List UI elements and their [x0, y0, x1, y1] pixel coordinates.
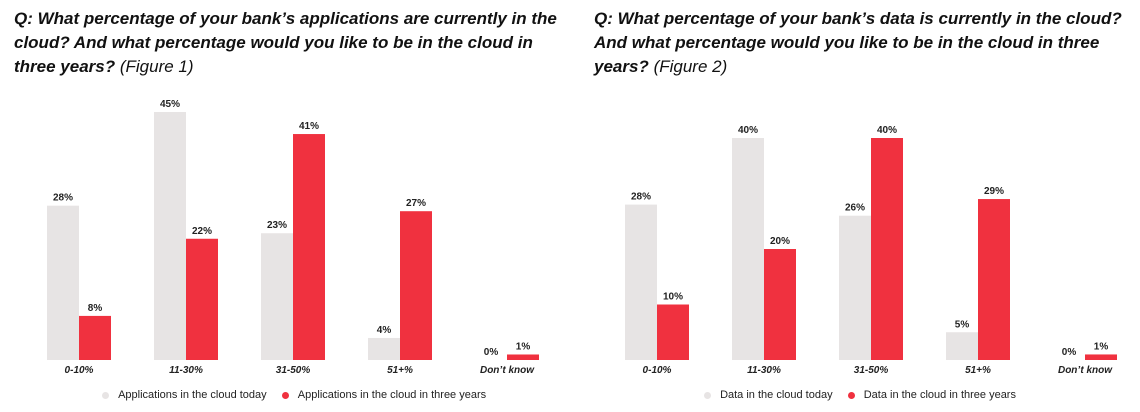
category-label: 31-50%	[276, 365, 311, 376]
figure-1-question-text: Q: What percentage of your bank’s applic…	[14, 9, 557, 76]
data-label-today: 23%	[267, 220, 287, 231]
data-label-three-years: 1%	[1094, 341, 1109, 352]
data-label-today: 26%	[845, 203, 865, 214]
legend-label-three-years: Data in the cloud in three years	[863, 389, 1016, 402]
bar-three-years	[871, 138, 903, 360]
bar-today	[47, 205, 79, 360]
bar-today	[368, 337, 400, 360]
bar-three-years	[400, 211, 432, 360]
legend-swatch-today	[704, 391, 711, 399]
figure-2-bar-chart: 28% 10% 0-10% 40% 20% 11-30% 26% 40% 31-50% 5% 29%…	[625, 125, 1117, 376]
data-label-three-years: 10%	[663, 292, 683, 303]
category-label: 0-10%	[65, 365, 94, 376]
figure-2-legend: Data in the cloud today Data in the clou…	[704, 389, 1028, 401]
category-label: 31-50%	[854, 365, 889, 376]
data-label-today: 28%	[631, 192, 651, 203]
data-label-three-years: 41%	[299, 121, 319, 132]
bar-three-years	[507, 354, 539, 360]
category-label: 51+%	[965, 365, 991, 376]
category-label: 51+%	[387, 365, 413, 376]
legend-swatch-three-years	[847, 391, 855, 399]
data-label-three-years: 22%	[192, 226, 212, 237]
figure-1-question: Q: What percentage of your bank’s applic…	[14, 7, 574, 79]
legend-item-three-years: Data in the cloud in three years	[847, 389, 1016, 402]
legend-label-today: Data in the cloud today	[720, 389, 833, 402]
data-label-three-years: 27%	[406, 198, 426, 209]
figure-2-question-text: Q: What percentage of your bank’s data i…	[594, 9, 1122, 76]
bar-three-years	[293, 134, 325, 360]
figure-2-question: Q: What percentage of your bank’s data i…	[594, 7, 1140, 79]
data-label-today: 4%	[377, 325, 392, 336]
legend-swatch-three-years	[281, 391, 289, 399]
bar-three-years	[764, 249, 796, 360]
bar-today	[839, 215, 871, 360]
bar-three-years	[657, 304, 689, 360]
legend-item-today: Applications in the cloud today	[102, 389, 267, 401]
category-label: Don’t know	[480, 365, 535, 376]
category-label: 11-30%	[747, 365, 781, 376]
bar-today	[946, 332, 978, 360]
bar-today	[732, 138, 764, 360]
figure-1-bar-chart: 28% 8% 0-10% 45% 22% 11-30% 23% 41% 31-50% 4% 27% 5…	[47, 99, 539, 376]
figure-1-caption: (Figure 1)	[119, 57, 194, 76]
data-label-three-years: 20%	[770, 236, 790, 247]
category-label: Don’t know	[1058, 365, 1113, 376]
figure-2-caption: (Figure 2)	[653, 57, 728, 76]
legend-swatch-today	[102, 391, 109, 399]
bar-today	[261, 233, 293, 360]
data-label-three-years: 1%	[516, 341, 531, 352]
data-label-today: 0%	[484, 347, 499, 358]
figure-2-panel: Q: What percentage of your bank’s data i…	[594, 0, 1134, 412]
bar-three-years	[978, 199, 1010, 360]
data-label-three-years: 29%	[984, 186, 1004, 197]
data-label-today: 28%	[53, 193, 73, 204]
data-label-today: 0%	[1062, 347, 1077, 358]
figure-1-panel: Q: What percentage of your bank’s applic…	[14, 0, 574, 412]
legend-label-three-years: Applications in the cloud in three years	[297, 389, 487, 402]
bar-three-years	[186, 238, 218, 360]
legend-item-today: Data in the cloud today	[704, 389, 833, 401]
bar-today	[154, 112, 186, 360]
bar-three-years	[1085, 354, 1117, 360]
data-label-three-years: 40%	[877, 125, 897, 136]
bar-today	[625, 204, 657, 360]
data-label-three-years: 8%	[88, 303, 103, 314]
legend-label-today: Applications in the cloud today	[118, 389, 267, 402]
category-label: 0-10%	[643, 365, 672, 376]
data-label-today: 45%	[160, 99, 180, 110]
category-label: 11-30%	[169, 365, 203, 376]
figure-1-legend: Applications in the cloud today Applicat…	[102, 389, 498, 401]
legend-item-three-years: Applications in the cloud in three years	[281, 389, 487, 402]
bar-three-years	[79, 315, 111, 360]
data-label-today: 5%	[955, 319, 970, 330]
data-label-today: 40%	[738, 125, 758, 136]
